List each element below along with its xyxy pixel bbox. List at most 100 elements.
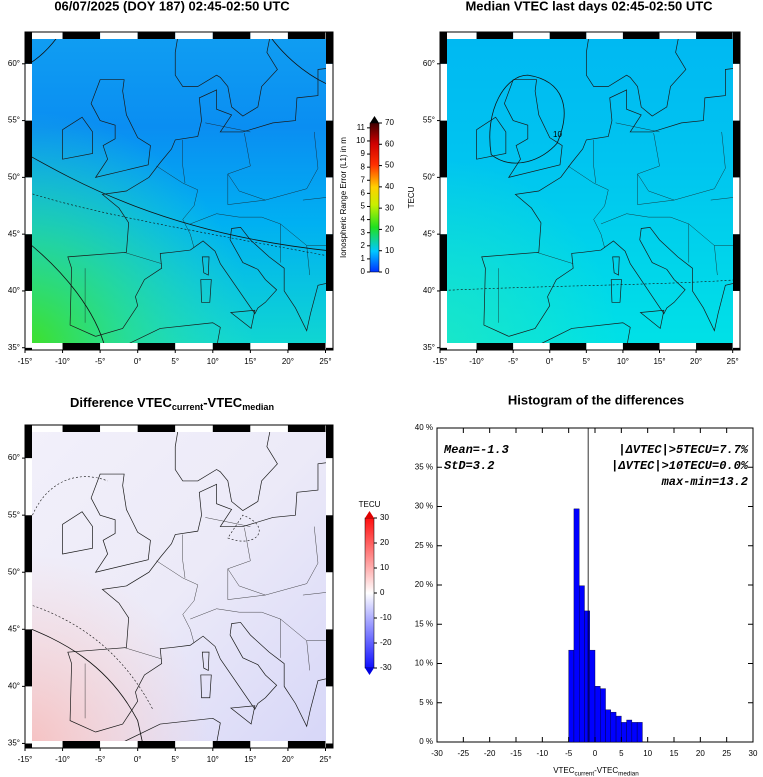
frame-band [326,290,333,348]
y-tick-label: 45° [8,229,20,238]
colorbar-tick-label: 60 [385,139,394,148]
colorbar-tick-label: 70 [385,118,394,127]
frame-band [25,458,32,516]
title-subscript: current [172,402,203,412]
colorbar-tick-label-y2: 6 [361,188,366,197]
frame-band [175,32,213,39]
annotation: StD=3.2 [444,459,494,473]
x-tick-label: -25 [458,749,470,758]
bar [579,585,585,743]
x-tick-label: 0° [134,357,142,366]
contour-label: 10 [553,130,562,139]
frame-band [25,177,32,235]
frame-band [25,290,32,348]
map-area: 10 [440,32,740,350]
colorbar [369,122,380,273]
colorbar-tick-label-y2: 0 [361,267,366,276]
frame-band [440,120,447,178]
frame-band [287,741,326,748]
y-tick-label: 45° [8,624,20,633]
x-tick-label: 20° [282,357,294,366]
y-tick-label: 10 % [415,659,433,668]
y-tick-label: 40° [423,286,435,295]
x-tick-label: 5 [619,749,624,758]
bar [573,508,580,743]
map-background [25,32,333,350]
map-background [440,32,740,350]
x-tick-label: 30 [749,749,758,758]
colorbar-tick-label: 30 [380,513,389,522]
y-tick-label: 5 % [419,698,433,707]
colorbar-label-y2: Ionospheric Range Error (L1) in m [339,137,348,258]
colorbar-tick-label-y2: 10 [356,136,365,145]
bar [615,715,622,743]
bar [584,610,590,743]
x-tick-label: -10° [55,357,70,366]
frame-band [440,290,447,348]
y-tick-label: 20 % [415,580,433,589]
bar [610,711,617,743]
x-tick-label: -15° [18,357,33,366]
x-tick-label: 25° [319,357,331,366]
colorbar-tick-label: 0 [385,267,390,276]
bar [621,722,627,743]
colorbar-tick-label-y2: 9 [361,149,366,158]
frame-band [25,425,63,432]
frame-band [25,572,32,630]
colorbar-tick-label-y2: 7 [361,175,366,184]
x-tick-label: 10° [207,357,219,366]
annotation: |ΔVTEC|>10TECU=0.0% [611,459,749,473]
colorbar-tick-label-y2: 3 [361,228,366,237]
frame-band [25,347,32,350]
x-tick-label: 0 [593,749,598,758]
frame-band [62,741,101,748]
x-tick-label: -10° [55,755,70,764]
frame-band [733,32,740,64]
bar [600,688,606,743]
colorbar-arrow [365,668,374,675]
title-part: -VTEC [594,766,618,775]
colorbar-tick-label-y2: 5 [361,202,366,211]
title: VTECcurrent-VTECmedian [553,766,639,777]
bar [589,649,596,743]
title: 06/07/2025 (DOY 187) 02:45-02:50 UTC [54,0,290,13]
colorbar-tick-label: 40 [385,182,394,191]
frame-band [440,63,447,121]
frame-band [733,120,740,178]
colorbar-tick-label: 20 [385,225,394,234]
y-tick-label: 60° [8,59,20,68]
bar [631,722,638,743]
colorbar-tick-label-y2: 8 [361,162,366,171]
frame [439,31,741,351]
x-tick-label: 5° [171,357,179,366]
colorbar-tick-label-y2: 2 [361,241,366,250]
frame-band [622,32,660,39]
frame-band [250,741,288,748]
frame-band [326,32,333,64]
frame-band [212,32,251,39]
frame-band [212,741,251,748]
map-area [25,32,333,350]
x-tick-label: -20 [484,749,496,758]
frame-band [175,343,213,350]
frame-band [25,234,32,291]
frame-band [513,32,550,39]
frame-band [326,629,333,687]
frame-band [440,343,477,350]
title: Histogram of the differences [508,392,684,407]
frame-band [476,32,514,39]
frame-band [696,343,733,350]
x-tick-label: -15° [433,357,448,366]
title: Difference VTECcurrent-VTECmedian [70,395,274,412]
frame-band [25,343,63,350]
y-tick-label: 30 % [415,502,433,511]
y-tick-label: 55° [8,510,20,519]
frame-band [25,741,63,748]
frame-band [326,63,333,121]
title-part: -VTEC [203,395,243,410]
frame-band [287,425,326,432]
x-tick-label: 10° [617,357,629,366]
x-tick-label: 25° [319,755,331,764]
colorbar-tick-label: 30 [385,203,394,212]
